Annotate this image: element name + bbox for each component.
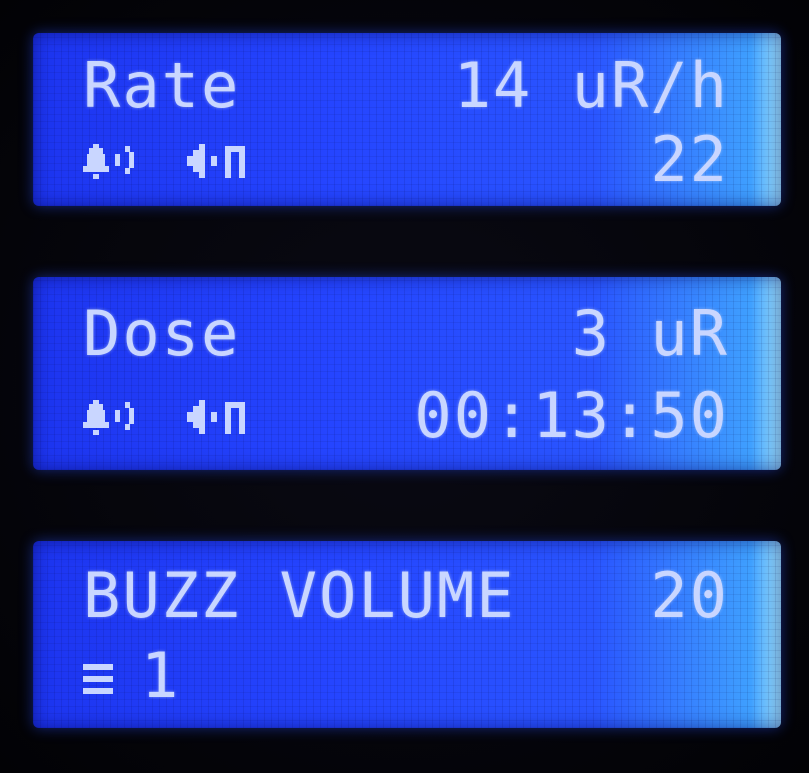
speaker-pulse-icon <box>187 140 253 180</box>
buzz-volume-label: BUZZ VOLUME <box>83 559 516 632</box>
lcd-rate-screen: Rate 14 uR/h <box>33 33 781 206</box>
rate-value: 14 uR/h <box>453 49 729 122</box>
bell-sound-icon <box>83 140 145 180</box>
dose-label: Dose <box>83 297 241 370</box>
rate-status-icons <box>83 140 253 180</box>
bell-sound-icon <box>83 396 145 436</box>
menu-lines-icon <box>83 656 119 696</box>
dose-status-icons <box>83 396 253 436</box>
speaker-pulse-icon <box>187 396 253 436</box>
rate-label: Rate <box>83 49 241 122</box>
buzz-menu-group: 1 <box>83 645 180 707</box>
dose-value: 3 uR <box>571 297 729 370</box>
dose-row-primary: Dose 3 uR <box>83 303 729 365</box>
buzz-menu-index: 1 <box>141 639 181 712</box>
buzz-row-primary: BUZZ VOLUME 20 <box>83 565 729 627</box>
dose-row-secondary: 00:13:50 <box>83 385 729 447</box>
rate-row-primary: Rate 14 uR/h <box>83 55 729 117</box>
lcd-buzz-volume-screen: BUZZ VOLUME 20 1 <box>33 541 781 728</box>
buzz-volume-value: 20 <box>650 559 729 632</box>
dose-timer: 00:13:50 <box>414 379 729 452</box>
buzz-row-secondary: 1 <box>83 645 729 707</box>
rate-count: 22 <box>650 123 729 196</box>
rate-row-secondary: 22 <box>83 129 729 191</box>
lcd-dose-screen: Dose 3 uR <box>33 277 781 470</box>
